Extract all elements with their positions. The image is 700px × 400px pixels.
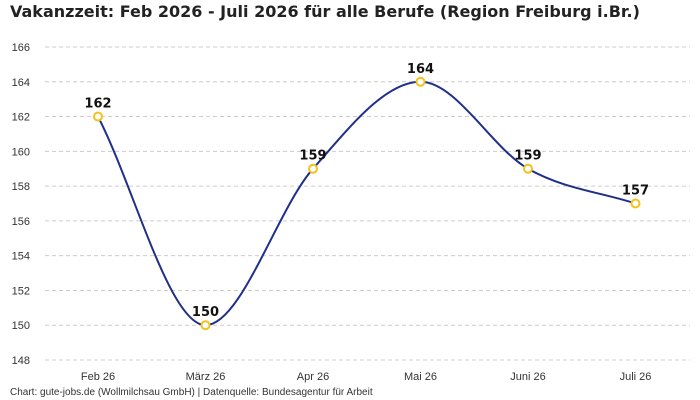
x-tick-label: Mai 26 (404, 371, 437, 383)
data-label: 164 (407, 62, 434, 77)
x-axis-ticks: Feb 26 März 26 Apr 26 Mai 26 Juni 26 Juli 26 (81, 371, 652, 383)
y-tick-label: 152 (12, 285, 30, 297)
y-tick-label: 164 (12, 77, 30, 89)
data-labels: 162 150 159 164 159 157 (84, 62, 649, 320)
grid-lines (45, 46, 690, 361)
y-tick-label: 150 (12, 320, 30, 332)
data-points (93, 76, 641, 331)
data-label: 162 (84, 97, 111, 112)
x-tick-label: März 26 (186, 371, 226, 383)
data-label: 150 (192, 305, 219, 320)
data-point (630, 198, 641, 209)
y-tick-label: 160 (12, 146, 30, 158)
data-point (415, 76, 426, 87)
data-label: 157 (622, 184, 649, 199)
y-tick-label: 162 (12, 112, 30, 124)
y-tick-label: 158 (12, 181, 30, 193)
y-tick-label: 148 (12, 355, 30, 367)
y-tick-label: 156 (12, 216, 30, 228)
data-point (523, 163, 533, 174)
data-label: 159 (514, 149, 541, 164)
data-label: 159 (299, 149, 326, 164)
y-tick-label: 166 (12, 42, 30, 54)
x-tick-label: Apr 26 (297, 371, 329, 383)
x-tick-label: Juni 26 (510, 371, 545, 383)
series-line (97, 80, 636, 327)
y-tick-label: 154 (12, 251, 30, 263)
x-tick-label: Feb 26 (81, 371, 115, 383)
chart-title: Vakanzzeit: Feb 2026 - Juli 2026 für all… (10, 2, 640, 21)
data-point (308, 163, 318, 174)
data-point (200, 320, 211, 331)
x-tick-label: Juli 26 (620, 371, 652, 383)
y-axis-ticks: 148 150 152 154 156 158 160 162 164 166 (12, 42, 30, 367)
data-point (93, 111, 103, 122)
source-note: Chart: gute-jobs.de (Wollmilchsau GmbH) … (10, 387, 373, 398)
